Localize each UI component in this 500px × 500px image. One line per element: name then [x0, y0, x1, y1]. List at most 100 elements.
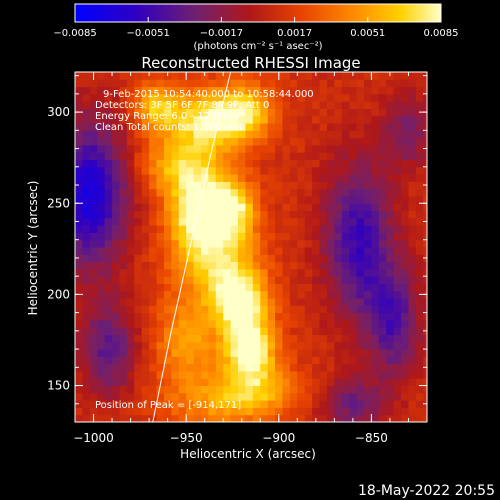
- heatmap-cell: [193, 225, 202, 233]
- heatmap-cell: [282, 232, 291, 241]
- heatmap-cell: [260, 247, 269, 255]
- heatmap-cell: [252, 123, 261, 131]
- heatmap-cell: [364, 254, 372, 263]
- heatmap-cell: [119, 86, 128, 95]
- heatmap-cell: [171, 93, 180, 102]
- heatmap-cell: [356, 254, 365, 263]
- heatmap-cell: [312, 305, 321, 314]
- heatmap-cell: [75, 86, 83, 95]
- heatmap-cell: [178, 181, 187, 190]
- heatmap-cell: [126, 319, 135, 328]
- heatmap-cell: [415, 414, 424, 422]
- heatmap-cell: [275, 341, 283, 350]
- heatmap-cell: [371, 130, 380, 139]
- heatmap-cell: [386, 261, 395, 270]
- heatmap-cell: [238, 298, 246, 306]
- heatmap-cell: [393, 181, 402, 190]
- heatmap-cell: [341, 378, 350, 387]
- heatmap-cell: [104, 327, 113, 335]
- heatmap-cell: [112, 385, 120, 394]
- heatmap-cell: [364, 290, 372, 299]
- heatmap-cell: [126, 152, 135, 160]
- heatmap-cell: [252, 225, 261, 233]
- colorbar-tick-label: −0.0051: [127, 28, 170, 39]
- heatmap-cell: [415, 356, 424, 365]
- heatmap-cell: [82, 407, 91, 416]
- heatmap-cell: [393, 203, 402, 212]
- heatmap-cell: [119, 268, 128, 277]
- heatmap-cell: [163, 312, 172, 321]
- heatmap-cell: [371, 312, 380, 321]
- heatmap-cell: [282, 407, 291, 416]
- heatmap-cell: [104, 261, 113, 270]
- heatmap-cell: [82, 312, 91, 321]
- heatmap-cell: [267, 166, 276, 175]
- heatmap-cell: [386, 166, 395, 175]
- heatmap-cell: [215, 217, 224, 226]
- heatmap-cell: [356, 79, 365, 88]
- heatmap-cell: [364, 283, 372, 292]
- heatmap-cell: [134, 137, 143, 146]
- heatmap-cell: [282, 400, 291, 408]
- heatmap-cell: [334, 305, 343, 314]
- heatmap-cell: [104, 334, 113, 343]
- heatmap-cell: [319, 283, 328, 292]
- heatmap-cell: [282, 86, 291, 95]
- heatmap-cell: [134, 108, 143, 117]
- heatmap-cell: [245, 298, 254, 306]
- heatmap-cell: [393, 276, 402, 284]
- heatmap-cell: [104, 356, 113, 365]
- heatmap-cell: [378, 79, 387, 88]
- heatmap-cell: [178, 93, 187, 102]
- heatmap-cell: [275, 247, 283, 255]
- heatmap-cell: [126, 378, 135, 387]
- heatmap-cell: [349, 166, 358, 175]
- heatmap-cell: [423, 319, 427, 328]
- heatmap-cell: [141, 298, 150, 306]
- heatmap-cell: [230, 378, 239, 387]
- heatmap-cell: [356, 363, 365, 372]
- heatmap-cell: [200, 181, 209, 190]
- heatmap-cell: [238, 166, 246, 175]
- heatmap-cell: [97, 319, 106, 328]
- heatmap-cell: [401, 123, 409, 131]
- heatmap-cell: [245, 283, 254, 292]
- heatmap-cell: [245, 261, 254, 270]
- heatmap-cell: [415, 144, 424, 153]
- heatmap-cell: [371, 341, 380, 350]
- heatmap-cell: [245, 159, 254, 168]
- heatmap-cell: [334, 108, 343, 117]
- heatmap-cell: [126, 305, 135, 314]
- heatmap-cell: [200, 341, 209, 350]
- heatmap-cell: [401, 188, 409, 197]
- heatmap-cell: [297, 188, 306, 197]
- heatmap-cell: [349, 79, 358, 88]
- heatmap-cell: [415, 385, 424, 394]
- heatmap-cell: [112, 166, 120, 175]
- heatmap-cell: [126, 283, 135, 292]
- heatmap-cell: [334, 349, 343, 357]
- heatmap-cell: [75, 203, 83, 212]
- heatmap-cell: [75, 239, 83, 248]
- heatmap-cell: [134, 341, 143, 350]
- heatmap-cell: [356, 414, 365, 422]
- heatmap-cell: [215, 312, 224, 321]
- heatmap-cell: [215, 334, 224, 343]
- heatmap-cell: [393, 283, 402, 292]
- heatmap-cell: [326, 86, 335, 95]
- heatmap-cell: [89, 108, 98, 117]
- heatmap-cell: [119, 305, 128, 314]
- heatmap-cell: [208, 327, 217, 335]
- heatmap-cell: [141, 79, 150, 88]
- heatmap-cell: [134, 378, 143, 387]
- heatmap-cell: [208, 210, 217, 219]
- heatmap-cell: [200, 225, 209, 233]
- heatmap-cell: [423, 232, 427, 241]
- heatmap-cell: [319, 400, 328, 408]
- heatmap-cell: [364, 203, 372, 212]
- heatmap-cell: [401, 312, 409, 321]
- heatmap-cell: [408, 166, 417, 175]
- heatmap-cell: [178, 86, 187, 95]
- heatmap-cell: [238, 137, 246, 146]
- heatmap-cell: [326, 210, 335, 219]
